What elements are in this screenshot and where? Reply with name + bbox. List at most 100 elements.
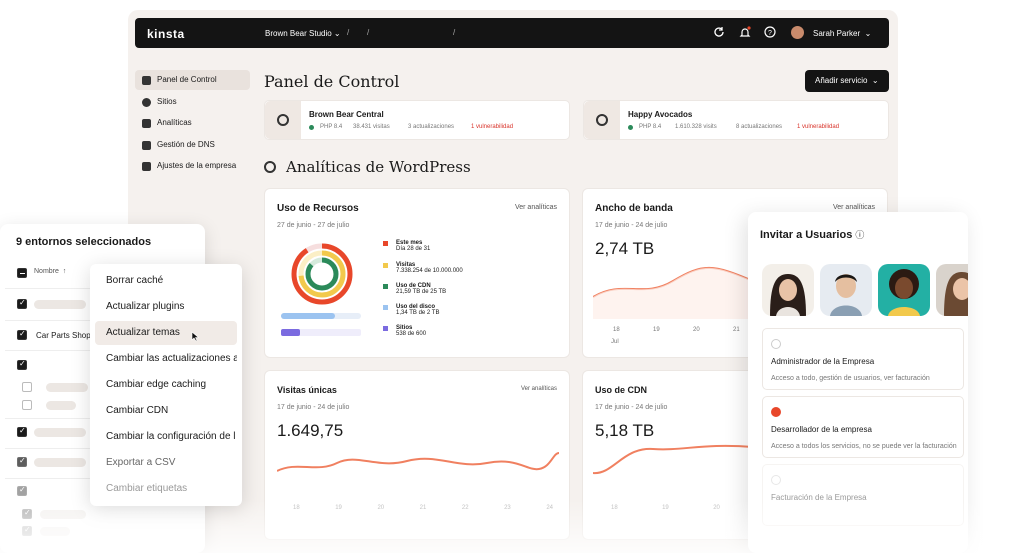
help-icon[interactable]: ? xyxy=(764,26,776,38)
site-vulnerabilities[interactable]: 1 vulnerabilidad xyxy=(471,124,514,130)
sidebar-item-label: Gestión de DNS xyxy=(157,139,215,149)
role-radio[interactable] xyxy=(771,475,781,485)
visits-line-chart xyxy=(277,452,559,472)
workspace-switcher[interactable]: Brown Bear Studio ⌄ xyxy=(265,29,341,38)
site-updates: 8 actualizaciones xyxy=(736,124,783,130)
date-range: 17 de junio - 24 de julio xyxy=(595,404,668,411)
sidebar-item-label: Panel de Control xyxy=(157,75,217,84)
site-visits: 1.610.328 visits xyxy=(675,124,717,130)
cdn-line-chart xyxy=(593,444,753,475)
sidebar-item-sites[interactable]: Sitios xyxy=(135,92,250,112)
row-checkbox[interactable] xyxy=(17,359,27,370)
select-all-checkbox[interactable] xyxy=(17,268,27,278)
user-avatar[interactable] xyxy=(878,264,930,316)
menu-item-update-themes[interactable]: Actualizar temas xyxy=(95,321,237,345)
breadcrumb-separator: / xyxy=(347,28,350,37)
row-checkbox[interactable] xyxy=(17,426,27,437)
role-description: Acceso a todos los servicios, no se pued… xyxy=(771,443,957,450)
role-option-company-admin[interactable]: Administrador de la Empresa Acceso a tod… xyxy=(762,328,964,390)
site-card[interactable]: Happy Avocados PHP 8.4 1.610.328 visits … xyxy=(583,100,889,140)
role-radio[interactable] xyxy=(771,407,781,417)
help-icon: ⓘ xyxy=(855,230,865,240)
role-name: Administrador de la Empresa xyxy=(771,357,875,366)
legend-item: Uso de CDN 21,59 TB de 25 TB xyxy=(383,283,446,295)
sidebar-item-dashboard[interactable]: Panel de Control xyxy=(135,70,250,90)
view-analytics-link[interactable]: Ver analíticas xyxy=(514,204,557,211)
role-option-company-developer[interactable]: Desarrollador de la empresa Acceso a tod… xyxy=(762,396,964,458)
sidebar-item-company-settings[interactable]: Ajustes de la empresa xyxy=(135,156,250,176)
sidebar-item-dns[interactable]: Gestión de DNS xyxy=(135,135,250,155)
legend-item: Visitas 7.338.254 de 10.000.000 xyxy=(383,262,463,274)
x-tick: 20 xyxy=(693,327,700,333)
mouse-cursor-icon xyxy=(191,331,200,342)
user-avatar[interactable] xyxy=(791,26,804,39)
resource-donut xyxy=(291,243,353,305)
role-name: Desarrollador de la empresa xyxy=(771,425,872,434)
menu-item-export-csv[interactable]: Exportar a CSV xyxy=(106,457,176,468)
legend-item: Sitios 538 de 600 xyxy=(383,325,426,337)
x-tick: 19 xyxy=(653,327,660,333)
status-dot xyxy=(309,125,314,130)
menu-item-change-config[interactable]: Cambiar la configuración de l xyxy=(106,431,236,442)
wordpress-icon xyxy=(277,114,289,126)
row-checkbox[interactable] xyxy=(17,298,27,309)
role-description: Acceso a todo, gestión de usuarios, ver … xyxy=(771,375,930,382)
row-placeholder xyxy=(46,383,88,392)
date-range: 17 de junio - 24 de julio xyxy=(595,222,668,229)
php-version: PHP 8.4 xyxy=(320,124,343,130)
column-header-name[interactable]: Nombre ↑ xyxy=(34,268,67,275)
legend-item: Uso del disco 1,34 TB de 2 TB xyxy=(383,304,439,316)
breadcrumb-separator: / xyxy=(453,28,456,37)
page-title: Panel de Control xyxy=(264,72,400,91)
user-menu[interactable]: Sarah Parker ⌄ xyxy=(813,29,872,38)
user-avatar[interactable] xyxy=(936,264,968,316)
sidebar-item-analytics[interactable]: Analíticas xyxy=(135,113,250,133)
refresh-icon[interactable] xyxy=(713,26,725,38)
section-title: Analíticas de WordPress xyxy=(286,158,471,176)
sidebar-item-label: Sitios xyxy=(157,96,177,106)
view-analytics-link[interactable]: Ver analíticas xyxy=(832,204,875,211)
site-icon-box xyxy=(584,101,620,139)
visits-value: 1.649,75 xyxy=(277,421,344,440)
site-visits: 38.431 visitas xyxy=(353,124,390,130)
row-checkbox[interactable] xyxy=(17,456,27,467)
site-name: Brown Bear Central xyxy=(309,110,384,119)
user-avatar[interactable] xyxy=(820,264,872,316)
card-title: Uso de Recursos xyxy=(277,203,359,214)
add-service-button[interactable]: Añadir servicio ⌄ xyxy=(805,70,889,92)
row-label[interactable]: Car Parts Shop xyxy=(36,331,91,340)
bell-icon[interactable] xyxy=(739,26,751,38)
invite-users-panel: Invitar a Usuarios ⓘ Administrador de la… xyxy=(748,212,968,553)
row-placeholder xyxy=(34,458,86,467)
date-range: 27 de junio - 27 de julio xyxy=(277,222,350,229)
user-avatar[interactable] xyxy=(762,264,814,316)
row-placeholder xyxy=(34,428,86,437)
role-radio[interactable] xyxy=(771,339,781,349)
view-analytics-link[interactable]: Ver analíticas xyxy=(520,386,557,392)
row-placeholder xyxy=(46,401,76,410)
sidebar-item-label: Analíticas xyxy=(157,118,192,127)
row-checkbox[interactable] xyxy=(17,329,27,340)
kinsta-logo[interactable]: kinsta xyxy=(147,27,185,41)
disk-usage-bar xyxy=(281,313,361,319)
menu-item-clear-cache[interactable]: Borrar caché xyxy=(106,275,164,286)
site-vulnerabilities[interactable]: 1 vulnerabilidad xyxy=(797,124,840,130)
site-card[interactable]: Brown Bear Central PHP 8.4 38.431 visita… xyxy=(264,100,570,140)
status-dot xyxy=(628,125,633,130)
menu-item-change-cdn[interactable]: Cambiar CDN xyxy=(106,405,169,416)
row-checkbox[interactable] xyxy=(17,485,27,496)
bandwidth-value: 2,74 TB xyxy=(595,239,655,258)
row-checkbox[interactable] xyxy=(22,382,32,392)
menu-item-change-tags[interactable]: Cambiar etiquetas xyxy=(106,483,188,494)
menu-item-edge-caching[interactable]: Cambiar edge caching xyxy=(106,379,207,390)
menu-item-change-updates[interactable]: Cambiar las actualizaciones a xyxy=(106,353,237,364)
wordpress-icon xyxy=(142,97,151,107)
invite-title: Invitar a Usuarios ⓘ xyxy=(760,229,865,241)
menu-item-update-plugins[interactable]: Actualizar plugins xyxy=(106,301,185,312)
sidebar-nav: Panel de Control Sitios Analíticas Gesti… xyxy=(135,70,250,178)
cdn-value: 5,18 TB xyxy=(595,421,655,440)
chart-icon xyxy=(142,119,151,128)
selection-title: 9 entornos seleccionados xyxy=(16,236,152,248)
wordpress-icon xyxy=(264,161,276,173)
row-checkbox[interactable] xyxy=(22,400,32,410)
